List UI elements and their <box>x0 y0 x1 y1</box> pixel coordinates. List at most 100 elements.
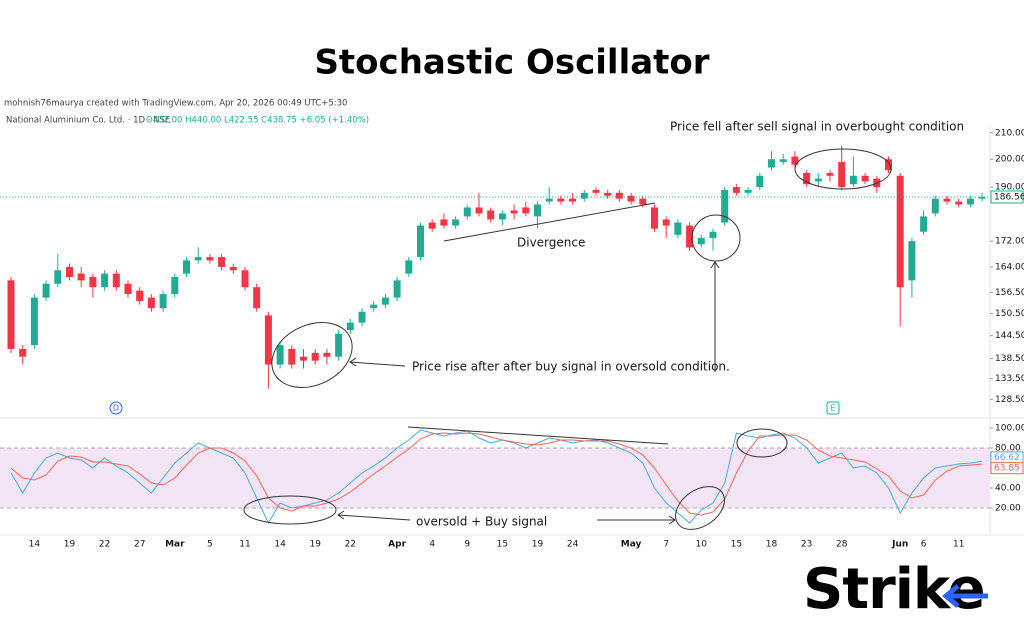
quote: O432.00 H440.00 L422.55 C438.75 +6.05 (+… <box>146 116 369 126</box>
candle-body <box>580 192 588 199</box>
candle-body <box>498 213 506 220</box>
candle-body <box>487 210 495 220</box>
candle-body <box>732 187 740 193</box>
candle-body <box>89 276 97 288</box>
event-marker <box>109 401 123 415</box>
candle-body <box>814 178 822 182</box>
candle-body <box>440 219 448 226</box>
candle-body <box>838 161 846 188</box>
candle-body <box>194 257 202 261</box>
candle-body <box>557 198 565 202</box>
candle-body <box>241 270 249 288</box>
candle-body <box>966 198 974 205</box>
candle-body <box>943 198 951 202</box>
y-tick-label: 138.50 <box>995 354 1024 364</box>
arrow <box>597 515 676 525</box>
x-tick-label: 9 <box>464 540 470 550</box>
candle-body <box>768 159 775 168</box>
candle-body <box>674 222 682 235</box>
x-tick-label: 11 <box>239 540 250 550</box>
ellipse <box>691 214 741 262</box>
candle-body <box>639 198 647 205</box>
y-tick-label: 133.50 <box>995 374 1024 384</box>
ellipse <box>675 486 725 530</box>
candle-body <box>908 241 916 281</box>
candle-body <box>779 159 787 162</box>
candle-body <box>218 257 226 267</box>
candle-body <box>744 189 752 193</box>
candle-body <box>101 273 109 288</box>
event-marker <box>826 401 840 415</box>
x-tick-label: 27 <box>134 540 145 550</box>
candle-body <box>112 273 120 288</box>
candle-body <box>405 260 413 274</box>
candle-body <box>323 352 331 357</box>
candle-body <box>651 207 658 229</box>
x-tick-label: 11 <box>953 540 964 550</box>
y-tick-label: 40.00 <box>995 484 1021 494</box>
annotation-shapes <box>243 148 892 530</box>
candle-body <box>311 352 319 361</box>
candle-body <box>229 266 237 271</box>
chart-title: Stochastic Oscillator <box>314 43 709 83</box>
candle-body <box>510 210 518 214</box>
candle-body <box>604 192 612 196</box>
x-tick-label: May <box>621 540 642 550</box>
ellipse <box>243 495 337 525</box>
oscillator-line <box>10 429 983 525</box>
candle-body <box>346 322 354 331</box>
y-tick-label: 156.50 <box>995 288 1024 298</box>
annotation: Price rise after after buy signal in ove… <box>412 360 730 374</box>
candle-body <box>206 257 214 261</box>
y-tick-label: 100.00 <box>995 424 1024 434</box>
candle-body <box>662 219 670 226</box>
x-tick-label: 19 <box>532 540 544 550</box>
candle-body <box>978 197 986 199</box>
x-tick-label: 18 <box>766 540 778 550</box>
x-tick-label: 22 <box>345 540 356 550</box>
candle-body <box>428 222 436 229</box>
y-tick-label: 128.50 <box>995 395 1024 405</box>
candle-body <box>124 283 132 295</box>
credit: mohnish76maurya created with TradingView… <box>4 99 347 109</box>
ellipse <box>794 148 892 190</box>
x-tick-label: 24 <box>567 540 579 550</box>
candle-body <box>721 189 729 223</box>
candle-body <box>77 273 85 281</box>
candle-body <box>183 260 190 274</box>
y-tick-label: 80.00 <box>995 444 1021 454</box>
candle-body <box>545 198 553 202</box>
arrow <box>337 510 411 521</box>
x-tick-label: Jun <box>891 540 908 550</box>
y-tick-label: 144.50 <box>995 331 1024 341</box>
y-tick-label: 210.00 <box>995 128 1024 138</box>
x-tick-label: 23 <box>801 540 812 550</box>
x-tick-label: 5 <box>207 540 213 550</box>
candle-body <box>920 216 928 232</box>
value-label-box <box>990 462 1024 475</box>
candle-body <box>452 219 460 226</box>
candle-body <box>885 159 892 171</box>
annotation: Price fell after sell signal in overboug… <box>670 120 964 134</box>
candle-body <box>592 189 600 193</box>
x-tick-label: 19 <box>309 540 321 550</box>
candle-body <box>826 172 834 176</box>
brand-arrow <box>942 584 988 608</box>
x-tick-label: Mar <box>165 540 185 550</box>
y-tick-label: 150.50 <box>995 309 1024 319</box>
candle-body <box>861 175 869 182</box>
oscillator-band <box>0 448 990 508</box>
x-tick-label: 19 <box>64 540 76 550</box>
candle-body <box>955 201 963 205</box>
oscillator-line <box>10 432 983 516</box>
ellipse <box>736 428 788 458</box>
candle-body <box>42 283 50 298</box>
x-tick-label: 14 <box>274 540 286 550</box>
candle-body <box>66 266 73 277</box>
y-tick-label: 172.00 <box>995 237 1024 247</box>
candle-body <box>264 315 272 365</box>
event-label: D <box>113 404 119 413</box>
arrow <box>349 357 406 367</box>
candle-body <box>147 297 155 309</box>
